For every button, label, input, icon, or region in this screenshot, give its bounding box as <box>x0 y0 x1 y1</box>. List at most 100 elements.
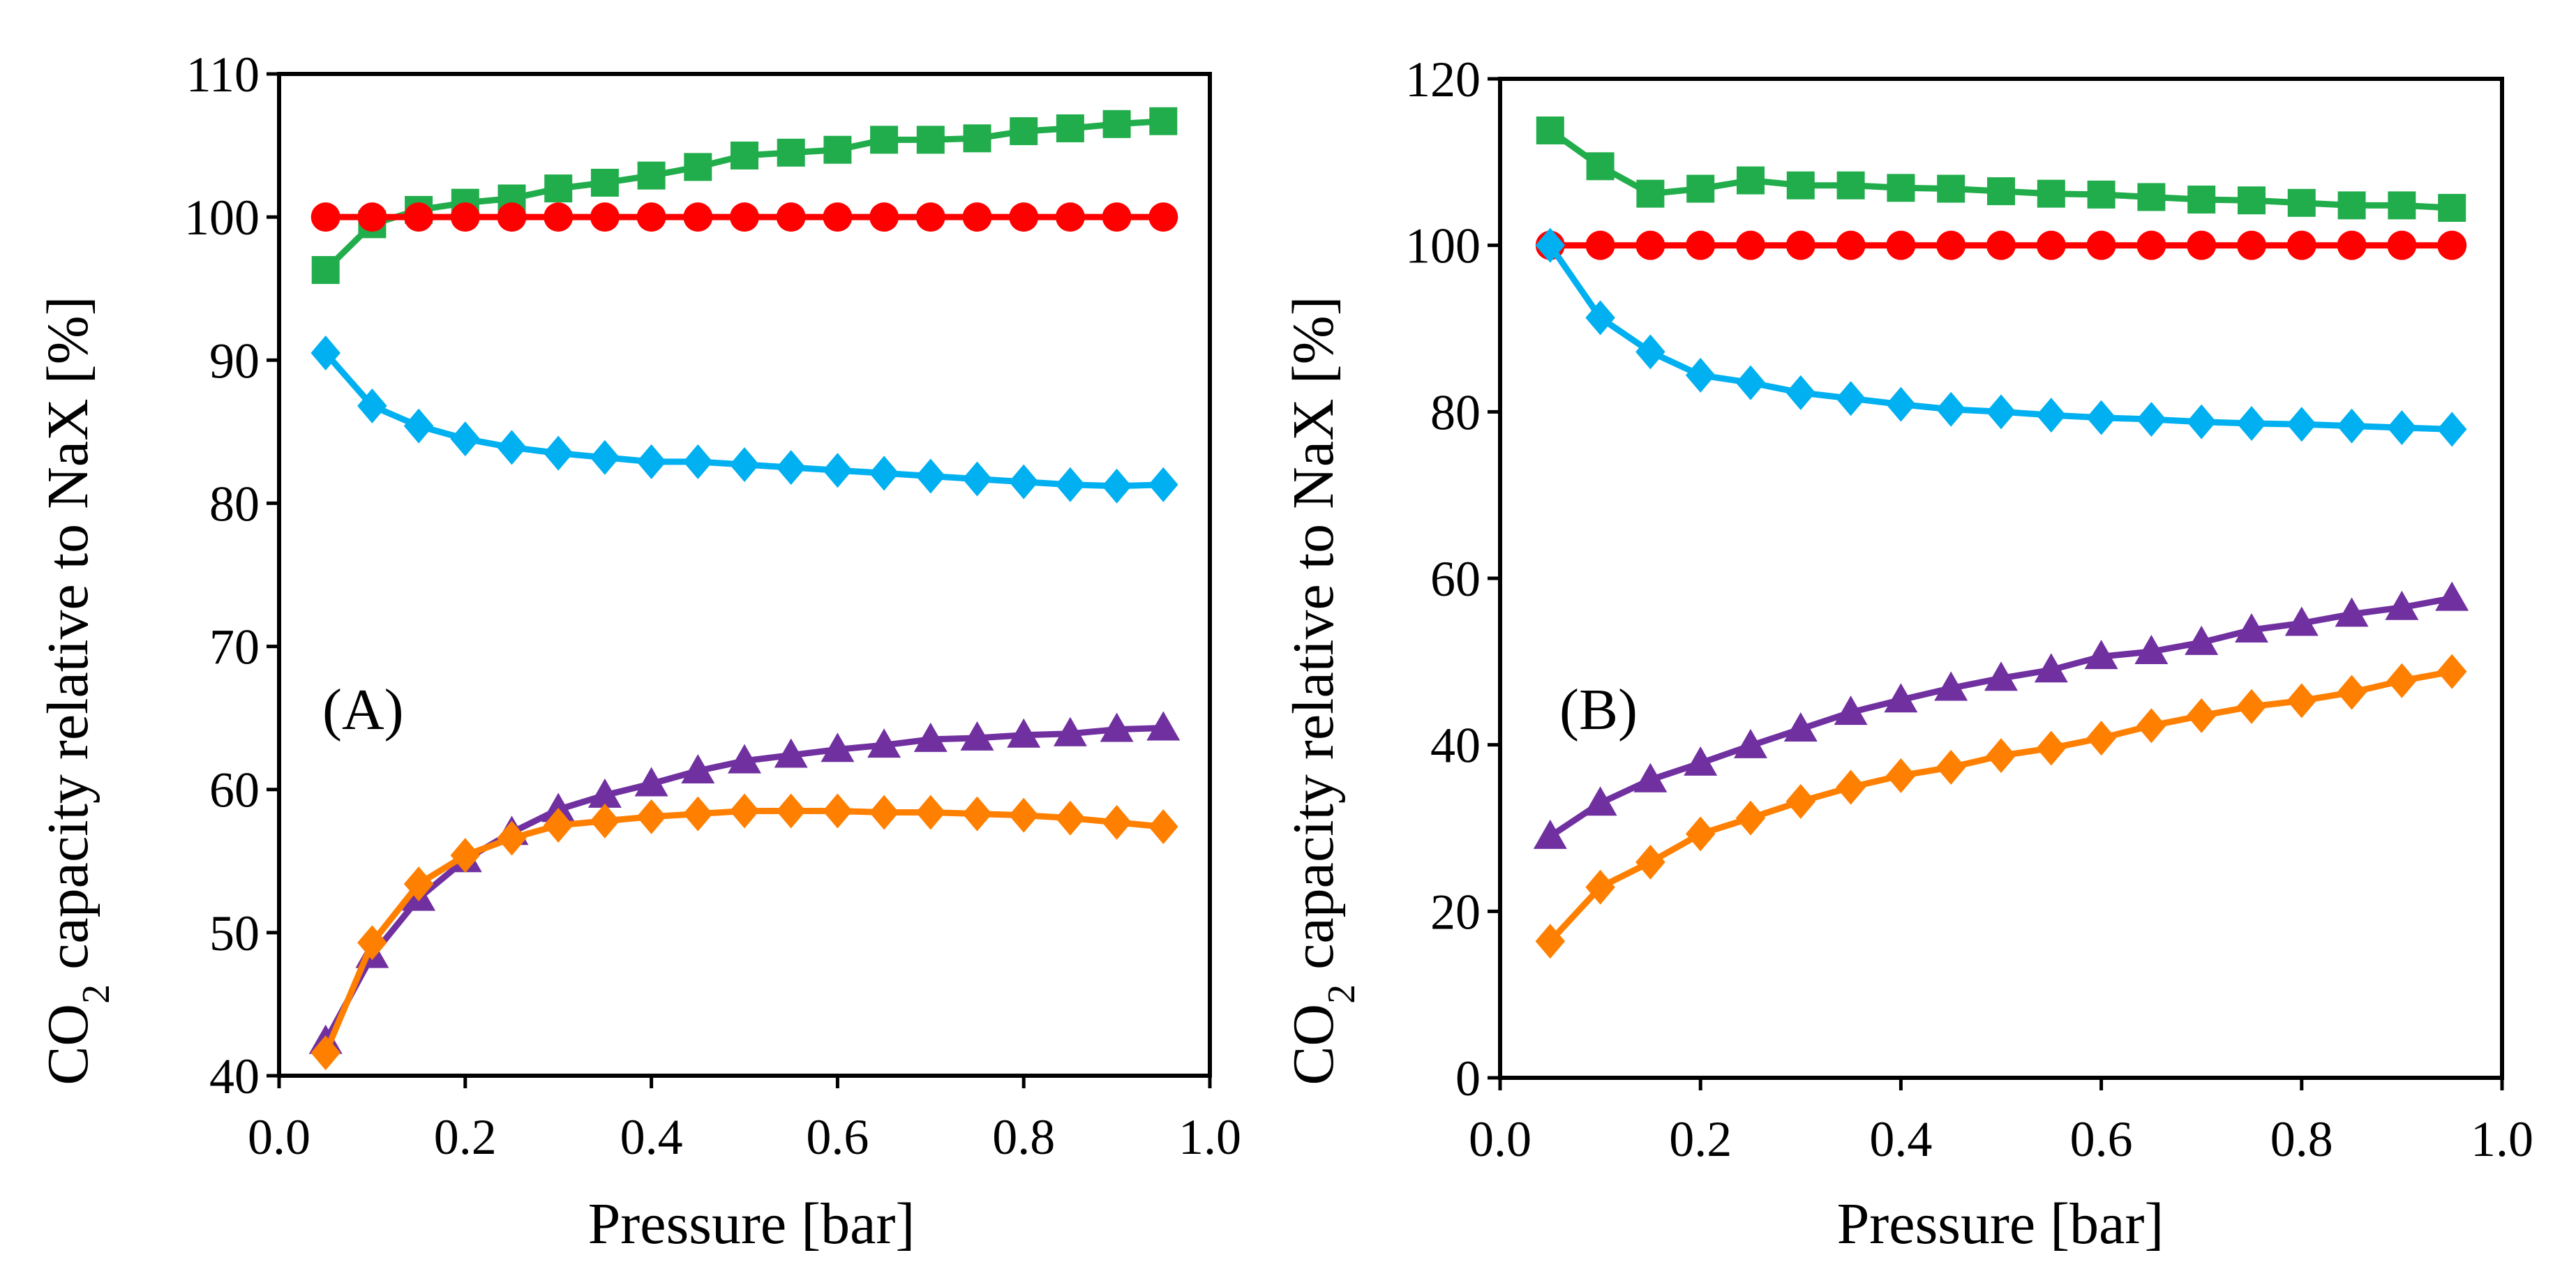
diamond-marker <box>1055 800 1086 836</box>
diamond-marker <box>683 796 713 832</box>
diamond-marker <box>915 795 946 830</box>
square-marker <box>637 161 666 190</box>
triangle-marker <box>1984 661 2018 691</box>
diamond-marker <box>2136 402 2166 437</box>
diamond-marker <box>2036 730 2067 766</box>
triangle-marker <box>1100 712 1134 742</box>
diamond-marker <box>2387 410 2417 446</box>
circle-marker <box>497 202 527 232</box>
triangle-marker <box>2134 635 2169 665</box>
series-blue-diamonds <box>310 336 1178 504</box>
x-tick-label: 1.0 <box>2471 1111 2533 1167</box>
square-marker <box>963 124 991 153</box>
diamond-marker <box>497 820 527 856</box>
diamond-marker <box>590 803 620 839</box>
y-axis-title-subscript: 2 <box>75 984 118 1004</box>
circle-marker <box>1986 230 2016 260</box>
series-green-squares <box>311 107 1178 285</box>
diamond-marker <box>823 793 853 829</box>
diamond-marker <box>1986 738 2016 774</box>
triangle-marker <box>1684 746 1718 776</box>
diamond-marker <box>450 838 481 873</box>
square-marker <box>2238 186 2266 215</box>
square-marker <box>1056 114 1084 142</box>
diamond-marker <box>2286 683 2317 719</box>
square-marker <box>1586 152 1615 181</box>
diamond-marker <box>1585 869 1615 905</box>
diamond-marker <box>2436 412 2467 447</box>
square-marker <box>2337 191 2366 220</box>
circle-marker <box>776 202 806 232</box>
diamond-marker <box>869 795 899 830</box>
series-blue-diamonds <box>1535 227 2467 447</box>
diamond-marker <box>636 799 666 834</box>
triangle-marker <box>1884 683 1918 713</box>
diamond-marker <box>1836 381 1866 416</box>
diamond-marker <box>1585 300 1615 336</box>
triangle-marker <box>1734 728 1767 758</box>
square-marker <box>1149 107 1178 135</box>
triangle-marker <box>1533 819 1567 849</box>
diamond-marker <box>450 421 481 457</box>
x-tick-label: 0.2 <box>434 1109 497 1165</box>
circle-marker <box>310 202 340 232</box>
triangle-marker <box>1583 786 1617 816</box>
diamond-marker <box>543 435 574 471</box>
diamond-marker <box>1785 375 1816 410</box>
series-red-circles <box>1535 230 2467 260</box>
circle-marker <box>450 202 480 232</box>
square-marker <box>777 138 805 167</box>
square-marker <box>684 153 712 181</box>
diamond-marker <box>2236 689 2267 724</box>
diamond-marker <box>543 808 574 843</box>
diamond-marker <box>310 1035 340 1071</box>
diamond-marker <box>636 444 666 479</box>
triangle-marker <box>681 754 715 784</box>
square-marker <box>916 126 945 154</box>
x-tick-label: 0.6 <box>2070 1111 2133 1167</box>
diamond-marker <box>776 793 806 829</box>
diamond-marker <box>729 447 760 483</box>
diamond-marker <box>1685 816 1716 852</box>
square-marker <box>731 141 758 170</box>
diamond-marker <box>403 866 434 902</box>
diamond-marker <box>2136 708 2166 744</box>
triangle-marker <box>1834 696 1868 726</box>
x-tick-label: 0.0 <box>1469 1111 1532 1167</box>
square-marker <box>1887 174 1915 202</box>
diamond-marker <box>357 388 387 423</box>
circle-marker <box>2237 230 2266 260</box>
diamond-marker <box>1148 467 1178 502</box>
diamond-marker <box>2086 400 2116 435</box>
plot-area <box>277 72 1212 1078</box>
circle-marker <box>823 202 853 232</box>
panel-label: (B) <box>1559 677 1638 742</box>
chart-panel-a: (A) Pressure [bar] CO2 capacity relative… <box>36 47 1241 1256</box>
diamond-marker <box>1836 769 1866 805</box>
x-tick-label: 0.8 <box>992 1109 1055 1165</box>
x-tick-label: 0.8 <box>2270 1111 2333 1167</box>
triangle-marker <box>2385 590 2419 620</box>
diamond-marker <box>2436 654 2467 689</box>
triangle-marker <box>913 722 948 752</box>
triangle-marker <box>2335 597 2369 627</box>
diamond-marker <box>729 793 760 829</box>
series-orange-diamonds <box>310 793 1178 1071</box>
circle-marker <box>1585 230 1615 260</box>
square-marker <box>2137 183 2166 211</box>
diamond-marker <box>403 408 434 444</box>
circle-marker <box>2437 230 2467 260</box>
diamond-marker <box>1635 334 1665 370</box>
diamond-marker <box>2286 407 2317 442</box>
diamond-marker <box>1886 758 1916 793</box>
diamond-marker <box>2337 675 2367 710</box>
y-tick-label: 120 <box>1405 52 1481 107</box>
diamond-marker <box>497 430 527 465</box>
panel-label: (A) <box>322 677 404 742</box>
circle-marker <box>404 202 434 232</box>
y-axis-title-prefix: CO <box>1281 1004 1346 1085</box>
square-marker <box>2287 188 2316 217</box>
triangle-marker <box>1146 711 1181 741</box>
y-tick-label: 40 <box>1430 718 1481 774</box>
circle-marker <box>636 202 666 232</box>
